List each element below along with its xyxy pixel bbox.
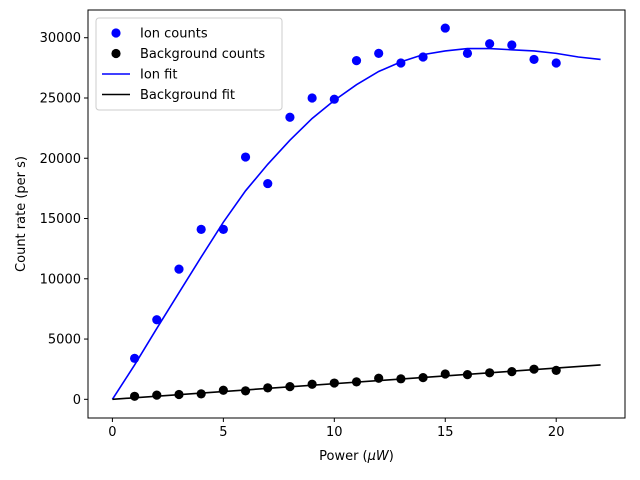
- background-count-point: [196, 389, 206, 399]
- background-count-point: [374, 373, 384, 383]
- y-axis: 0 5000 10000 15000 20000 25000 30000: [40, 31, 88, 408]
- background-count-point: [152, 390, 162, 400]
- background-count-point: [307, 379, 317, 389]
- ion-count-point: [551, 58, 561, 68]
- legend-marker: [111, 28, 121, 38]
- background-count-point: [174, 389, 184, 400]
- x-tick-label: 0: [108, 425, 116, 440]
- x-tick-label: 10: [326, 425, 343, 440]
- legend-box: [95, 17, 283, 111]
- x-axis-label-close: ): [389, 449, 394, 464]
- ion-count-point: [129, 353, 140, 363]
- x-axis: 0 5 10 15 20: [108, 418, 564, 440]
- legend-label: Ion fit: [140, 68, 177, 83]
- ion-count-point: [307, 93, 317, 103]
- plot-frame: [87, 9, 626, 419]
- data-points: [129, 23, 561, 401]
- x-axis-label-main: Power (: [319, 449, 368, 464]
- ion-count-point: [329, 94, 339, 104]
- ion-count-point: [485, 39, 495, 49]
- y-tick-label: 0: [73, 393, 81, 408]
- ion-count-point: [374, 48, 384, 58]
- background-count-point: [396, 374, 406, 384]
- x-tick-label: 20: [548, 425, 565, 440]
- y-tick-label: 15000: [40, 212, 81, 227]
- background-count-point: [440, 369, 450, 379]
- background-count-point: [240, 386, 251, 396]
- background-count-point: [507, 366, 517, 377]
- ion-count-point: [351, 56, 362, 66]
- ion-count-point: [285, 112, 295, 122]
- ion-count-point: [529, 54, 539, 65]
- ion-fit-line: [111, 47, 601, 400]
- ion-count-point: [196, 224, 206, 234]
- legend: Ion counts Background counts Ion fit Backgr…: [95, 17, 283, 111]
- background-count-point: [529, 364, 539, 374]
- legend-label: Background fit: [140, 88, 235, 103]
- ion-count-point: [263, 178, 273, 189]
- y-tick-label: 5000: [48, 333, 81, 348]
- x-tick-label: 5: [219, 425, 227, 440]
- ion-count-point: [418, 52, 428, 62]
- background-count-point: [462, 370, 473, 380]
- ion-count-point: [396, 58, 406, 68]
- x-axis-label-unit: W: [376, 449, 390, 464]
- y-tick-label: 25000: [40, 91, 81, 106]
- legend-marker: [111, 48, 121, 59]
- background-count-point: [418, 373, 428, 383]
- ion-count-point: [507, 40, 517, 50]
- background-count-point: [485, 368, 495, 378]
- ion-count-point: [462, 48, 473, 58]
- background-count-point: [263, 383, 273, 393]
- background-count-point: [329, 378, 339, 388]
- ion-count-point: [152, 315, 162, 325]
- background-count-point: [129, 391, 140, 401]
- ion-count-point: [240, 152, 251, 162]
- background-count-point: [551, 365, 561, 375]
- ion-count-point: [174, 264, 184, 274]
- legend-label: Ion counts: [140, 27, 208, 42]
- x-axis-label: Power (μW): [319, 449, 394, 464]
- y-tick-label: 20000: [40, 152, 81, 167]
- background-count-point: [218, 385, 228, 395]
- background-count-point: [351, 377, 362, 387]
- ion-count-point: [218, 224, 228, 234]
- x-axis-label-mu: μ: [367, 449, 376, 464]
- ion-count-point: [440, 23, 450, 33]
- x-tick-label: 15: [437, 425, 454, 440]
- y-tick-label: 10000: [40, 272, 81, 287]
- y-tick-label: 30000: [40, 31, 81, 46]
- y-axis-label: Count rate (per s): [14, 156, 29, 272]
- background-count-point: [285, 382, 295, 392]
- legend-label: Background counts: [140, 47, 265, 62]
